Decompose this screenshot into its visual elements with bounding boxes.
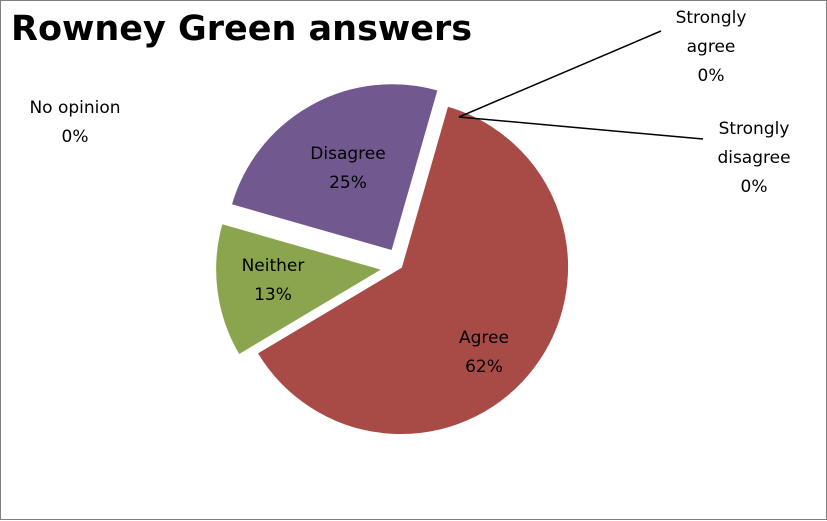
leader-line-strongly-disagree (458, 116, 704, 140)
pie-slice-agree (255, 104, 570, 436)
pie-slice-neither (214, 221, 386, 357)
data-label-no-opinion: No opinion 0% (29, 98, 120, 147)
data-label-agree: Agree 62% (459, 328, 509, 377)
pie-slice-disagree (229, 82, 440, 253)
data-label-strongly-disagree: Strongly disagree 0% (717, 119, 790, 197)
data-label-strongly-agree: Strongly agree 0% (676, 8, 747, 86)
data-label-disagree: Disagree 25% (310, 144, 385, 193)
leader-line-strongly-agree (458, 30, 662, 118)
data-label-neither: Neither 13% (242, 256, 305, 305)
chart-title: Rowney Green answers (11, 9, 473, 49)
